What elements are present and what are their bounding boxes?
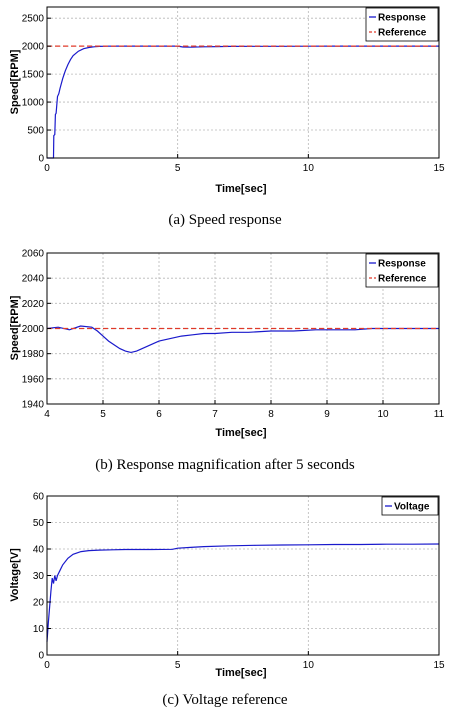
y-tick-label: 2040 [22, 274, 45, 285]
y-axis-label: Speed[RPM] [9, 295, 21, 360]
x-tick-label: 5 [175, 163, 181, 174]
series-line-response [46, 325, 439, 354]
y-tick-label: 20 [33, 598, 45, 609]
legend-label-voltage: Voltage [394, 502, 430, 513]
x-axis-label: Time[sec] [215, 667, 266, 679]
y-tick-label: 2000 [22, 324, 45, 335]
x-tick-label: 6 [156, 409, 162, 420]
y-tick-label: 30 [33, 571, 45, 582]
series-line-voltage [46, 543, 440, 642]
chart-panel-1: 0 5 10 15 0 500 1000 1500 2000 2500 Time[sec] Speed… [9, 6, 445, 228]
y-tick-label: 10 [33, 624, 45, 635]
panel-caption: (a) Speed response [168, 212, 282, 228]
legend-label-reference: Reference [378, 28, 427, 39]
y-axis-label: Voltage[V] [9, 548, 21, 602]
x-axis-label: Time[sec] [215, 427, 266, 439]
y-tick-label: 1000 [22, 98, 45, 109]
x-tick-label: 0 [44, 163, 50, 174]
panel-caption: (c) Voltage reference [162, 692, 288, 708]
y-tick-label: 1500 [22, 70, 45, 81]
legend-box [365, 7, 439, 42]
panel-caption: (b) Response magnification after 5 secon… [95, 457, 355, 473]
x-tick-label: 5 [100, 409, 106, 420]
x-tick-label: 15 [433, 660, 445, 671]
y-tick-label: 50 [33, 518, 45, 529]
x-tick-label: 5 [175, 660, 181, 671]
x-tick-label: 4 [44, 409, 50, 420]
legend-label-reference: Reference [378, 274, 427, 285]
legend-label-response: Response [378, 13, 426, 24]
x-tick-label: 10 [303, 660, 315, 671]
legend-box [381, 496, 439, 516]
x-tick-label: 8 [268, 409, 274, 420]
x-tick-label: 10 [377, 409, 389, 420]
y-tick-label: 500 [27, 126, 44, 137]
y-tick-label: 60 [33, 492, 45, 503]
y-tick-label: 2020 [22, 299, 45, 310]
x-tick-label: 15 [433, 163, 445, 174]
y-tick-label: 0 [38, 651, 44, 662]
x-tick-label: 0 [44, 660, 50, 671]
chart-panel-3: 0 5 10 15 0 10 20 30 40 50 60 Time[sec] Voltage[V] Vo… [9, 492, 445, 709]
y-tick-label: 2060 [22, 249, 45, 260]
x-axis-label: Time[sec] [215, 183, 266, 195]
chart-panel-2: 4 5 6 7 8 9 10 11 1940 1960 1980 2000 2020 2040 2060 Ti… [9, 249, 445, 474]
legend-box [365, 253, 439, 288]
y-tick-label: 1940 [22, 400, 45, 411]
y-axis-label: Speed[RPM] [9, 49, 21, 114]
x-tick-label: 11 [434, 409, 445, 420]
legend-label-response: Response [378, 259, 426, 270]
y-tick-label: 2500 [22, 14, 45, 25]
y-tick-label: 1960 [22, 374, 45, 385]
y-tick-label: 2000 [22, 42, 45, 53]
y-tick-label: 0 [38, 154, 44, 165]
x-tick-label: 7 [212, 409, 218, 420]
y-tick-label: 1980 [22, 349, 45, 360]
x-tick-label: 9 [324, 409, 330, 420]
y-tick-label: 40 [33, 545, 45, 556]
x-tick-label: 10 [303, 163, 315, 174]
axes-frame [46, 6, 440, 159]
